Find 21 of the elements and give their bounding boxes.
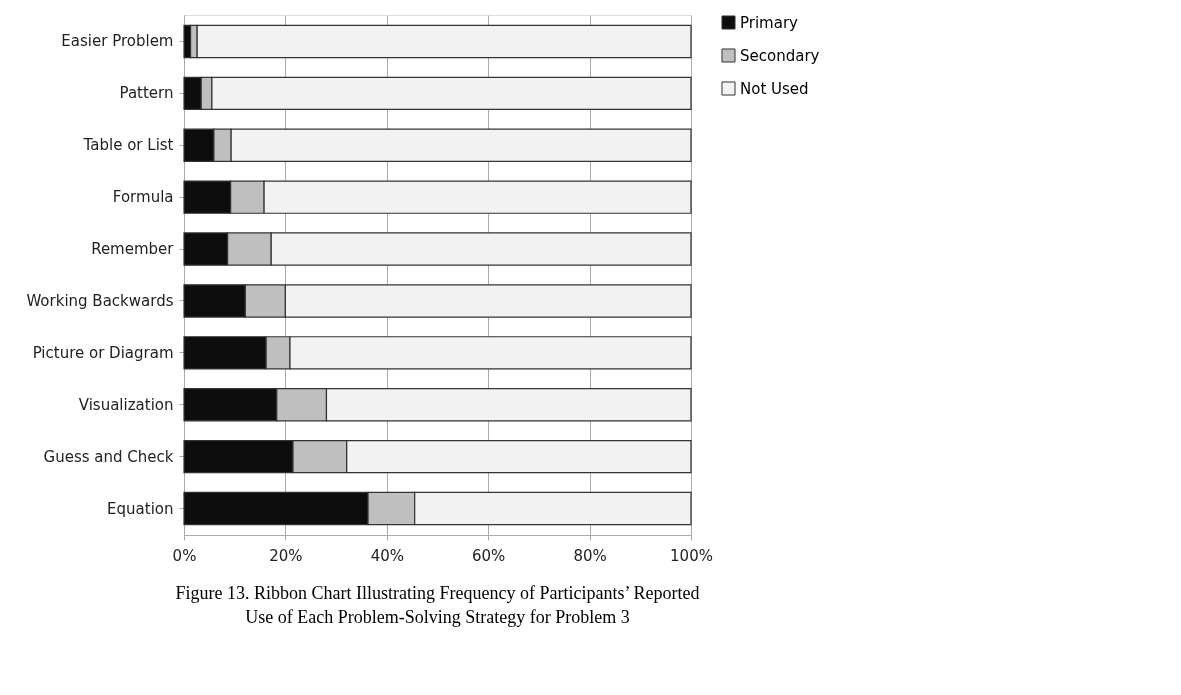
y-tick-label: Picture or Diagram	[32, 343, 174, 362]
y-tick-label: Easier Problem	[61, 32, 174, 51]
legend-label: Not Used	[740, 79, 809, 98]
text: Use of Each Problem-Solving Strategy for Problem 3	[245, 607, 630, 627]
x-tick-label: 80%	[573, 546, 607, 565]
y-tick-label: Table or List	[82, 136, 174, 155]
y-tick-label: Equation	[107, 499, 174, 518]
y-tick-label: Guess and Check	[43, 447, 174, 466]
y-tick-label: Remember	[91, 240, 175, 259]
y-tick-label: Formula	[112, 188, 174, 207]
y-tick-label: Visualization	[78, 395, 174, 414]
legend-label: Primary	[740, 13, 799, 32]
x-tick-label: 60%	[472, 546, 506, 565]
y-tick-label: Working Backwards	[26, 291, 174, 310]
caption: Figure 13. Ribbon Chart Illustrating Frequency of Participants’ Reported	[175, 583, 700, 603]
x-tick-label: 20%	[269, 546, 303, 565]
x-tick-label: 0%	[172, 546, 197, 565]
x-tick-label: 40%	[370, 546, 404, 565]
y-tick-label: Pattern	[119, 84, 174, 103]
legend-label: Secondary	[740, 46, 820, 65]
x-tick-label: 100%	[670, 546, 713, 565]
